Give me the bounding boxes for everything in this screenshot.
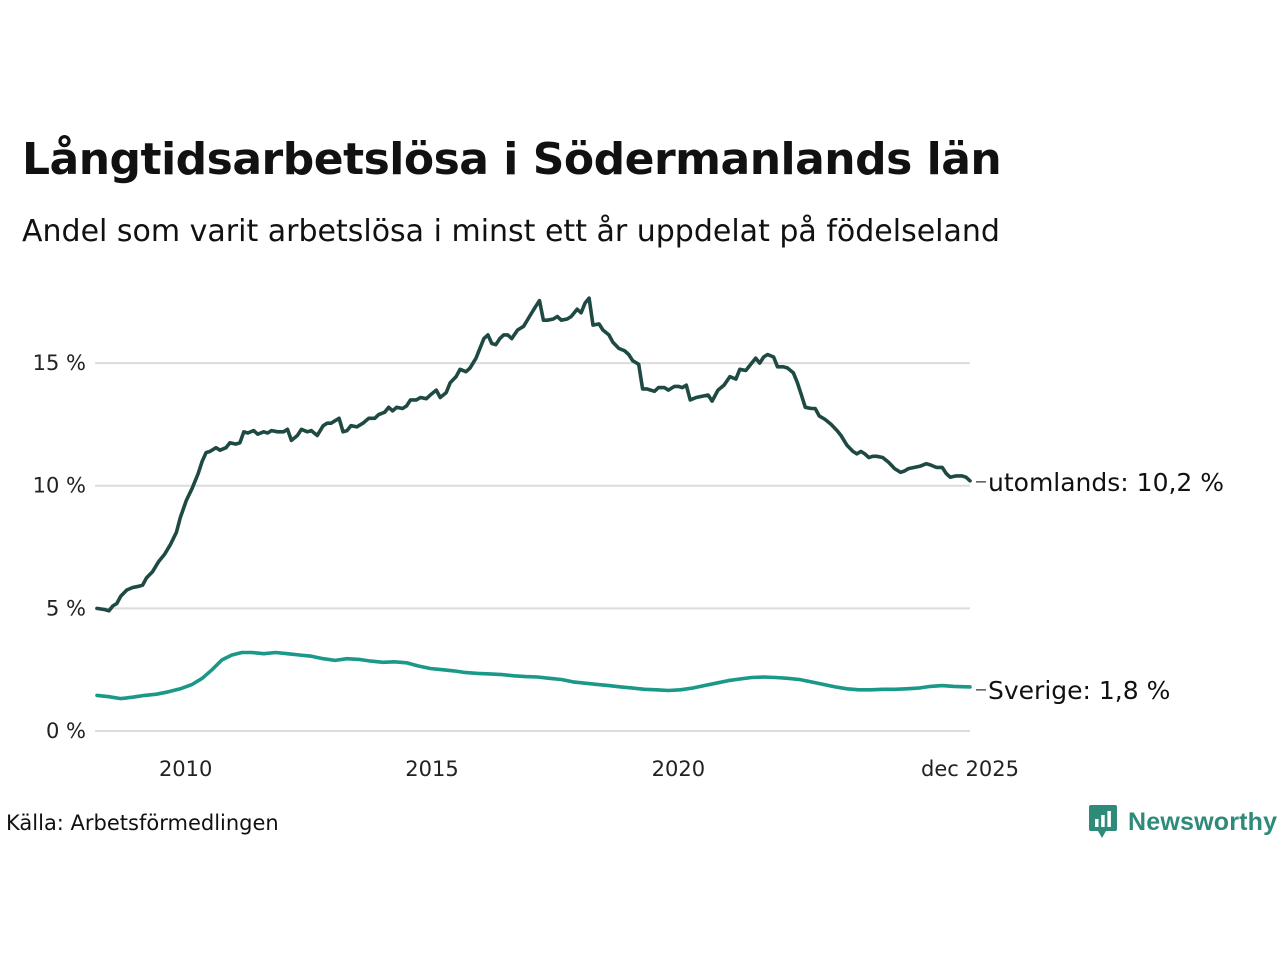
x-tick-label: 2015 — [405, 757, 458, 781]
source-note: Källa: Arbetsförmedlingen — [6, 811, 279, 835]
x-tick-label: 2020 — [652, 757, 705, 781]
newsworthy-logo: Newsworthy — [1088, 804, 1277, 840]
series-line-utomlands — [95, 296, 972, 613]
y-tick-label: 0 % — [46, 719, 86, 743]
y-tick-label: 5 % — [46, 596, 86, 620]
chart-subtitle: Andel som varit arbetslösa i minst ett å… — [22, 214, 1000, 249]
series-line-sverige — [95, 650, 972, 701]
end-label-sverige: Sverige: 1,8 % — [988, 676, 1170, 705]
newsworthy-logo-icon — [1089, 805, 1117, 838]
x-tick-label: dec 2025 — [921, 757, 1019, 781]
newsworthy-logo-text: Newsworthy — [1128, 807, 1278, 836]
y-tick-label: 15 % — [33, 351, 86, 375]
chart-title: Långtidsarbetslösa i Södermanlands län — [22, 134, 1002, 185]
end-label-utomlands: utomlands: 10,2 % — [988, 468, 1224, 497]
x-tick-label: 2010 — [159, 757, 212, 781]
y-tick-label: 10 % — [33, 474, 86, 498]
